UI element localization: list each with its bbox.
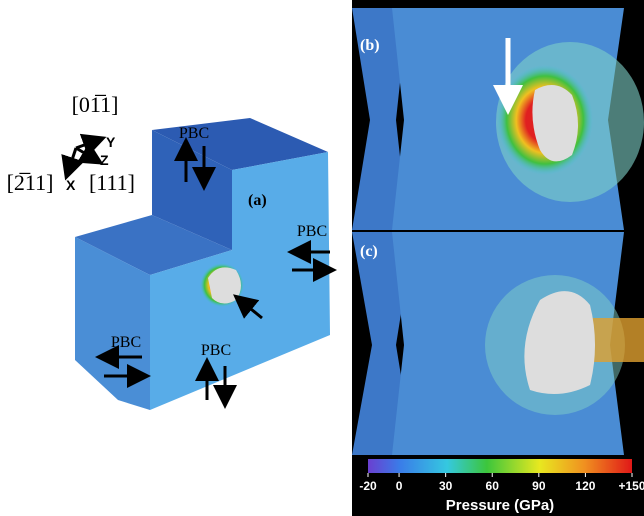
colorbar-title: Pressure (GPa) bbox=[446, 497, 554, 514]
pbc-label: PBC bbox=[297, 223, 327, 240]
colorbar-tick-label: 60 bbox=[486, 479, 500, 493]
x-axis: X bbox=[66, 177, 76, 193]
colorbar-tick-label: 120 bbox=[575, 479, 595, 493]
axis-triad bbox=[68, 140, 98, 172]
colorbar-tick-label: 90 bbox=[532, 479, 546, 493]
colorbar-tick-label: -20 bbox=[359, 479, 377, 493]
pbc-label: PBC bbox=[179, 125, 209, 142]
colorbar-tick-label: 0 bbox=[396, 479, 403, 493]
panel-label: (b) bbox=[360, 37, 380, 54]
pbc-label: PBC bbox=[201, 342, 231, 359]
panel-label: (c) bbox=[360, 243, 378, 260]
y-axis: Y bbox=[106, 134, 116, 150]
colorbar-tick-label: 30 bbox=[439, 479, 453, 493]
z-axis: Z bbox=[100, 152, 109, 168]
colorbar-tick-label: +150 bbox=[618, 479, 644, 493]
y-direction: [01̅1] bbox=[72, 92, 119, 117]
pbc-label: PBC bbox=[111, 334, 141, 351]
figure: [01̅1] Y Z [2̅11] X [111] PBC PBC PBC PB… bbox=[0, 0, 644, 516]
x-direction: [2̅11] bbox=[7, 170, 54, 195]
panel-label: (a) bbox=[248, 192, 267, 209]
colorbar bbox=[368, 459, 632, 473]
z-direction: [111] bbox=[89, 170, 135, 195]
